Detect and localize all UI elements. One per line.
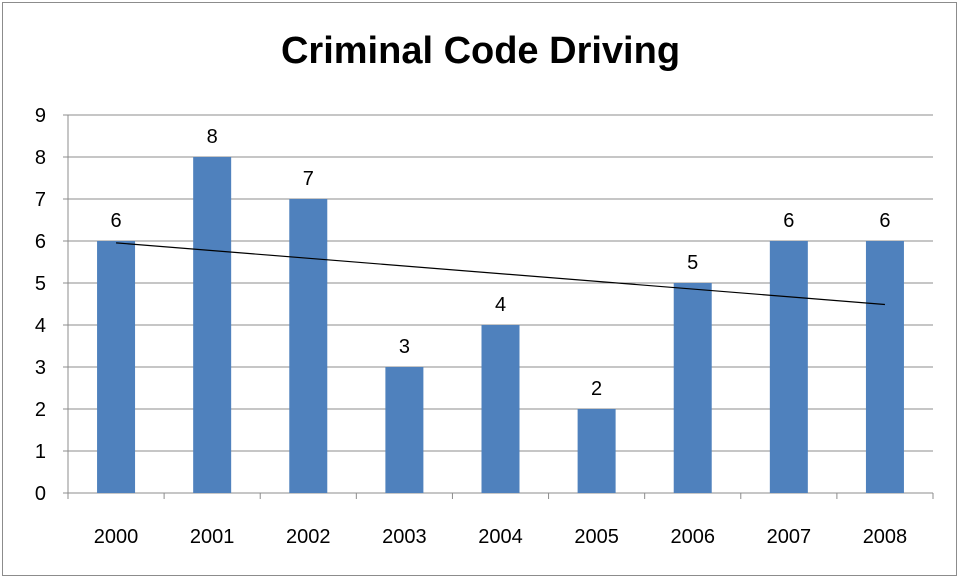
x-tick-label: 2007	[767, 526, 812, 548]
x-tick-label: 2002	[286, 526, 331, 548]
bar-2001	[193, 157, 232, 493]
x-tick-label: 2001	[190, 526, 235, 548]
data-label: 5	[687, 252, 698, 274]
x-axis: 2000 2001 2002 2003 2004 2005 2006 2007 2008	[67, 492, 934, 548]
bar-2004	[481, 325, 520, 493]
y-tick-label: 5	[35, 273, 46, 295]
data-label: 2	[591, 378, 602, 400]
y-tick-label: 8	[35, 147, 46, 169]
y-tick-label: 9	[35, 105, 46, 127]
x-tick-label: 2003	[382, 526, 427, 548]
data-label: 6	[879, 210, 890, 232]
trendline	[116, 242, 885, 306]
x-tick-label: 2000	[94, 526, 139, 548]
data-label: 6	[783, 210, 794, 232]
y-tick-label: 1	[35, 441, 46, 463]
bar-2008	[865, 241, 904, 493]
x-tick-label: 2008	[863, 526, 908, 548]
y-tick-label: 0	[35, 483, 46, 505]
bar-2005	[577, 409, 616, 493]
bar-2007	[769, 241, 808, 493]
bar-2002	[289, 199, 328, 493]
y-tick-label: 2	[35, 399, 46, 421]
y-tick-label: 3	[35, 357, 46, 379]
y-tick-label: 6	[35, 231, 46, 253]
trendline-group	[116, 242, 885, 306]
data-label: 4	[495, 294, 506, 316]
y-axis: 0 1 2 3 4 5 6 7 8 9	[35, 105, 69, 505]
x-tick-label: 2006	[670, 526, 715, 548]
bars	[97, 157, 904, 493]
data-label: 7	[303, 168, 314, 190]
data-label: 6	[110, 210, 121, 232]
y-tick-label: 4	[35, 315, 46, 337]
data-label: 3	[399, 336, 410, 358]
chart-title: Criminal Code Driving	[280, 30, 681, 72]
y-tick-label: 7	[35, 189, 46, 211]
x-tick-label: 2005	[574, 526, 619, 548]
bar-2003	[385, 367, 424, 493]
data-labels: 6 8 7 3 4 2 5 6 6	[110, 126, 890, 400]
data-label: 8	[207, 126, 218, 148]
bar-2000	[97, 241, 136, 493]
x-tick-label: 2004	[478, 526, 523, 548]
bar-2006	[673, 283, 712, 493]
